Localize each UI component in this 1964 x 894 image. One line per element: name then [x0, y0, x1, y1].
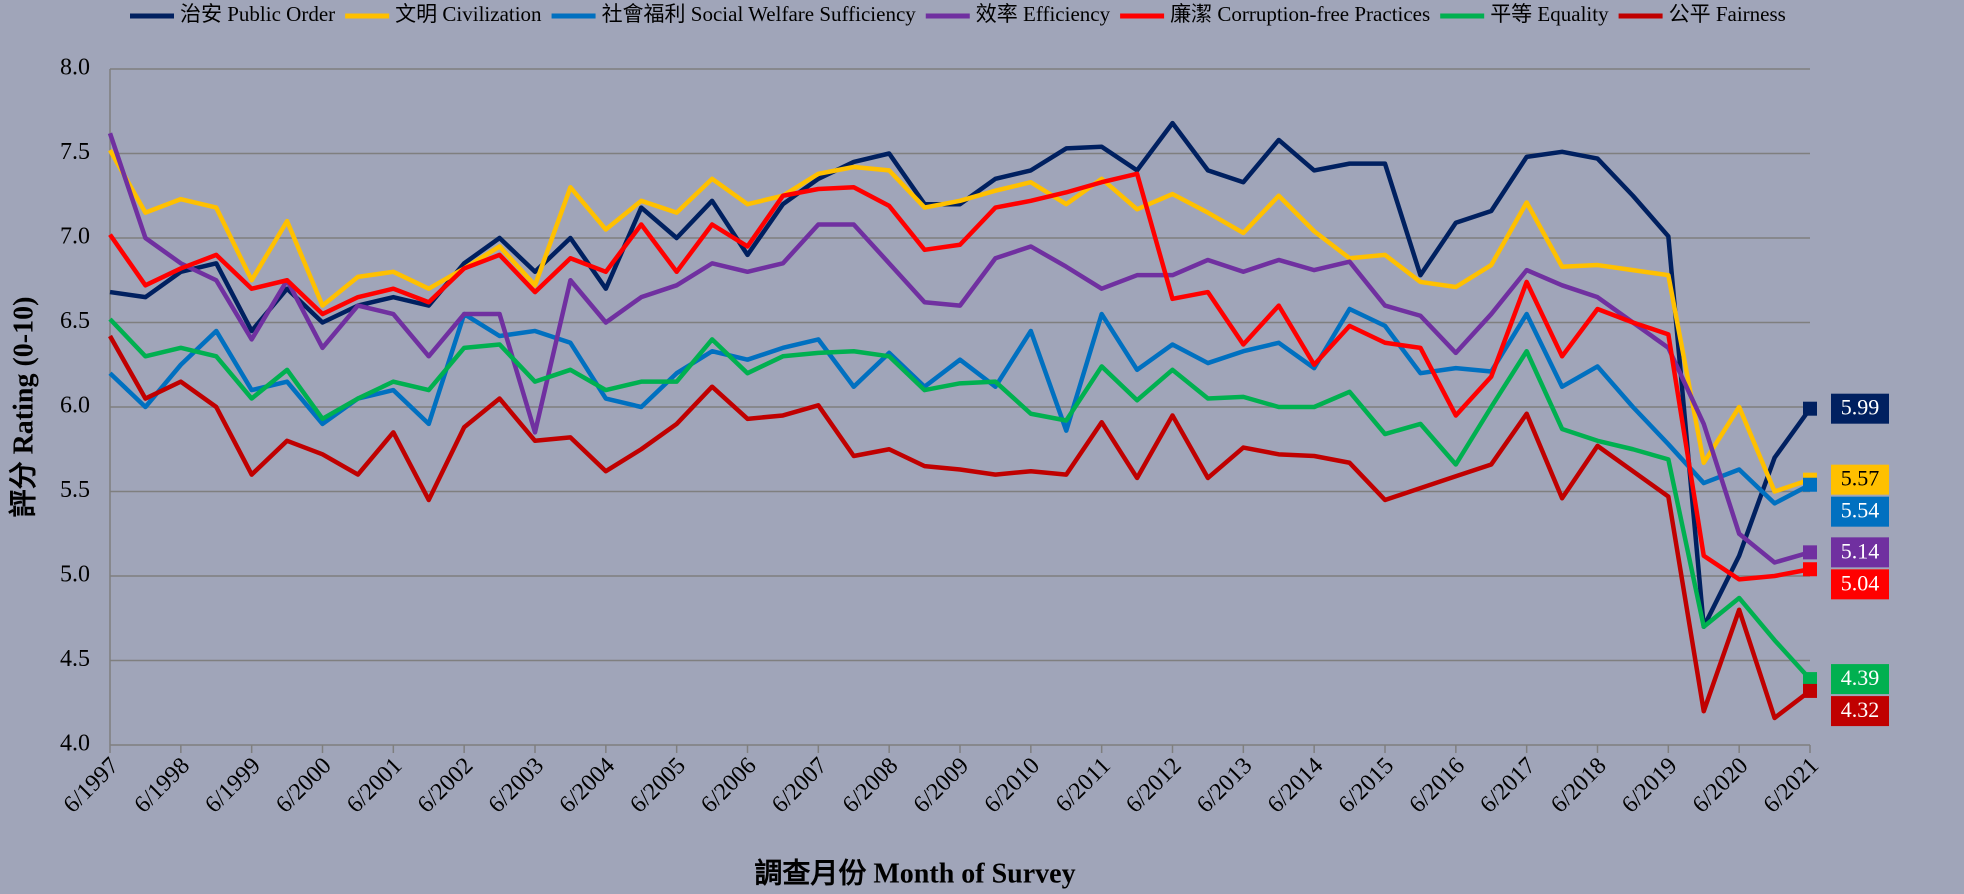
legend-label: 效率 Efficiency	[976, 2, 1111, 26]
end-value-label: 5.04	[1841, 570, 1880, 595]
end-value-box	[1831, 393, 1889, 424]
x-axis-title: 調查月份 Month of Survey	[754, 856, 1075, 889]
end-value-box	[1831, 569, 1889, 600]
end-value-box	[1831, 664, 1889, 695]
end-value-label: 5.14	[1841, 538, 1880, 563]
end-value-label: 5.54	[1841, 498, 1880, 523]
end-value-label: 4.39	[1841, 665, 1880, 690]
end-marker	[1803, 683, 1817, 698]
legend-label: 平等 Equality	[1490, 2, 1609, 26]
end-marker	[1803, 401, 1817, 416]
end-marker	[1803, 562, 1817, 577]
series-line	[108, 334, 1812, 721]
series-line	[108, 317, 1812, 681]
y-tick-label: 7.5	[60, 139, 90, 165]
y-tick-label: 5.0	[60, 562, 90, 588]
end-value-label: 5.57	[1841, 466, 1880, 491]
y-tick-label: 4.5	[60, 646, 90, 672]
legend-label: 文明 Civilization	[395, 2, 542, 26]
y-tick-label: 6.0	[60, 393, 90, 419]
y-tick-label: 5.5	[60, 477, 90, 503]
end-value-box	[1831, 496, 1889, 527]
end-value-label: 4.32	[1841, 697, 1880, 722]
series-line	[107, 132, 1811, 565]
y-tick-label: 6.5	[60, 308, 90, 334]
end-value-label: 5.99	[1841, 395, 1880, 420]
end-value-box	[1831, 464, 1889, 495]
end-marker	[1803, 545, 1817, 560]
end-value-box	[1831, 537, 1889, 568]
legend-label: 廉潔 Corruption-free Practices	[1170, 2, 1430, 26]
series-line	[109, 120, 1812, 629]
series-line	[108, 149, 1811, 494]
end-marker	[1803, 477, 1817, 492]
y-tick-label: 4.0	[60, 731, 90, 757]
y-tick-label: 8.0	[60, 55, 90, 81]
legend-label: 公平 Fairness	[1669, 2, 1786, 26]
y-tick-label: 7.0	[60, 224, 90, 250]
end-marker	[1803, 672, 1817, 687]
y-axis-title: 評分 Rating (0-10)	[6, 297, 39, 518]
legend-label: 治安 Public Order	[180, 2, 335, 26]
end-value-box	[1831, 696, 1889, 727]
legend-label: 社會福利 Social Welfare Sufficiency	[602, 2, 917, 26]
series-line	[108, 171, 1811, 582]
legend: 治安 Public Order 文明 Civilization 社會福利 Socia…	[130, 2, 1786, 26]
series-line	[108, 306, 1812, 506]
